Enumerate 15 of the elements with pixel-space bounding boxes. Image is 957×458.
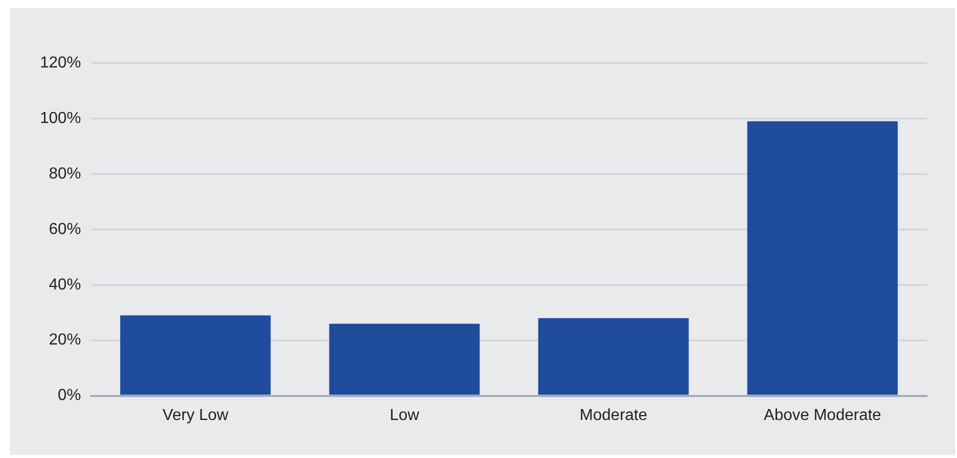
bar bbox=[538, 318, 689, 395]
bar bbox=[747, 121, 898, 395]
y-tick-label: 120% bbox=[40, 54, 81, 72]
x-tick-label: Low bbox=[390, 406, 420, 424]
y-tick-label: 80% bbox=[48, 165, 81, 182]
y-tick-label: 40% bbox=[48, 276, 81, 294]
x-tick-label: Very Low bbox=[162, 406, 229, 424]
y-tick-label: 20% bbox=[48, 332, 81, 349]
y-tick-label: 0% bbox=[58, 387, 81, 404]
y-tick-label: 60% bbox=[48, 220, 81, 238]
y-tick-label: 100% bbox=[40, 110, 81, 127]
bar bbox=[329, 324, 480, 395]
x-tick-label: Above Moderate bbox=[764, 406, 882, 424]
x-tick-label: Moderate bbox=[580, 406, 648, 424]
bar bbox=[120, 315, 271, 395]
